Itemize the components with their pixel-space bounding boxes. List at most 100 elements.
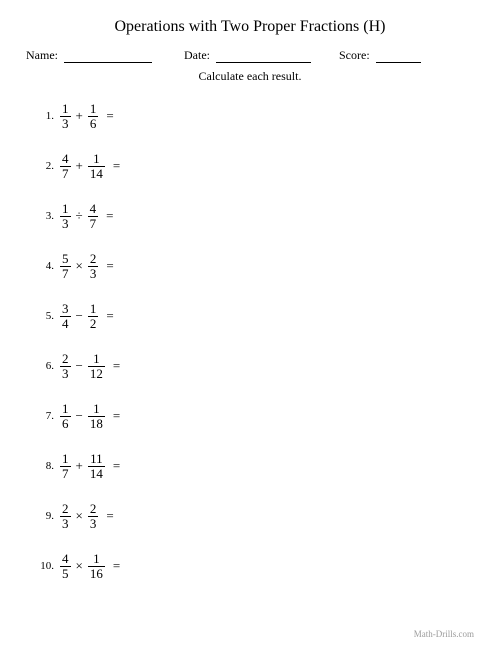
operator: − <box>71 358 88 374</box>
problem-row: 5.34−12= <box>36 302 474 330</box>
denominator: 3 <box>60 216 71 231</box>
numerator: 2 <box>60 502 71 516</box>
name-blank[interactable] <box>64 49 152 63</box>
problem-number: 1. <box>36 110 60 122</box>
footer-credit: Math-Drills.com <box>414 629 474 639</box>
operator: + <box>71 108 88 124</box>
fraction-b: 116 <box>88 552 105 580</box>
expression: 23×23= <box>60 502 119 530</box>
numerator: 1 <box>60 102 71 116</box>
problem-number: 7. <box>36 410 60 422</box>
fraction-a: 47 <box>60 152 71 180</box>
fraction-a: 23 <box>60 502 71 530</box>
fraction-b: 16 <box>88 102 99 130</box>
denominator: 3 <box>60 366 71 381</box>
operator: × <box>71 508 88 524</box>
date-blank[interactable] <box>216 49 311 63</box>
numerator: 2 <box>88 252 99 266</box>
fraction-a: 17 <box>60 452 71 480</box>
equals-sign: = <box>98 208 118 224</box>
problem-row: 8.17+1114= <box>36 452 474 480</box>
numerator: 1 <box>88 102 99 116</box>
operator: + <box>71 158 88 174</box>
denominator: 5 <box>60 566 71 581</box>
denominator: 4 <box>60 316 71 331</box>
numerator: 4 <box>88 202 99 216</box>
operator: ÷ <box>71 208 88 224</box>
numerator: 1 <box>88 302 99 316</box>
numerator: 1 <box>60 402 71 416</box>
numerator: 4 <box>60 152 71 166</box>
fraction-a: 23 <box>60 352 71 380</box>
expression: 13÷47= <box>60 202 118 230</box>
numerator: 1 <box>91 552 102 566</box>
problem-number: 4. <box>36 260 60 272</box>
problem-row: 10.45×116= <box>36 552 474 580</box>
problem-number: 10. <box>36 560 60 572</box>
problem-row: 9.23×23= <box>36 502 474 530</box>
problem-number: 6. <box>36 360 60 372</box>
operator: − <box>71 408 88 424</box>
denominator: 18 <box>88 416 105 431</box>
equals-sign: = <box>105 458 125 474</box>
numerator: 1 <box>91 402 102 416</box>
problem-row: 7.16−118= <box>36 402 474 430</box>
fraction-b: 47 <box>88 202 99 230</box>
problem-row: 1.13+16= <box>36 102 474 130</box>
denominator: 3 <box>88 266 99 281</box>
operator: − <box>71 308 88 324</box>
equals-sign: = <box>98 108 118 124</box>
problem-row: 4.57×23= <box>36 252 474 280</box>
fraction-a: 45 <box>60 552 71 580</box>
operator: × <box>71 558 88 574</box>
header-row: Name: Date: Score: <box>26 48 474 63</box>
denominator: 14 <box>88 466 105 481</box>
expression: 16−118= <box>60 402 125 430</box>
denominator: 7 <box>60 166 71 181</box>
numerator: 11 <box>88 452 105 466</box>
equals-sign: = <box>105 558 125 574</box>
denominator: 14 <box>88 166 105 181</box>
denominator: 12 <box>88 366 105 381</box>
denominator: 3 <box>60 516 71 531</box>
fraction-a: 13 <box>60 202 71 230</box>
name-label: Name: <box>26 48 58 63</box>
fraction-b: 23 <box>88 502 99 530</box>
expression: 57×23= <box>60 252 119 280</box>
expression: 23−112= <box>60 352 125 380</box>
denominator: 16 <box>88 566 105 581</box>
numerator: 1 <box>60 452 71 466</box>
page-title: Operations with Two Proper Fractions (H) <box>26 18 474 36</box>
denominator: 7 <box>60 466 71 481</box>
problem-row: 6.23−112= <box>36 352 474 380</box>
problem-number: 8. <box>36 460 60 472</box>
equals-sign: = <box>98 258 118 274</box>
equals-sign: = <box>105 358 125 374</box>
numerator: 5 <box>60 252 71 266</box>
fraction-b: 112 <box>88 352 105 380</box>
numerator: 3 <box>60 302 71 316</box>
fraction-b: 1114 <box>88 452 105 480</box>
expression: 13+16= <box>60 102 119 130</box>
denominator: 6 <box>88 116 99 131</box>
fraction-a: 57 <box>60 252 71 280</box>
denominator: 2 <box>88 316 99 331</box>
problem-number: 9. <box>36 510 60 522</box>
score-blank[interactable] <box>376 49 421 63</box>
problem-number: 2. <box>36 160 60 172</box>
problem-row: 3.13÷47= <box>36 202 474 230</box>
equals-sign: = <box>98 508 118 524</box>
equals-sign: = <box>105 408 125 424</box>
expression: 47+114= <box>60 152 125 180</box>
denominator: 7 <box>88 216 99 231</box>
expression: 45×116= <box>60 552 125 580</box>
problem-number: 3. <box>36 210 60 222</box>
numerator: 1 <box>60 202 71 216</box>
numerator: 1 <box>91 352 102 366</box>
fraction-b: 23 <box>88 252 99 280</box>
denominator: 6 <box>60 416 71 431</box>
expression: 34−12= <box>60 302 119 330</box>
date-label: Date: <box>184 48 210 63</box>
fraction-b: 12 <box>88 302 99 330</box>
denominator: 7 <box>60 266 71 281</box>
